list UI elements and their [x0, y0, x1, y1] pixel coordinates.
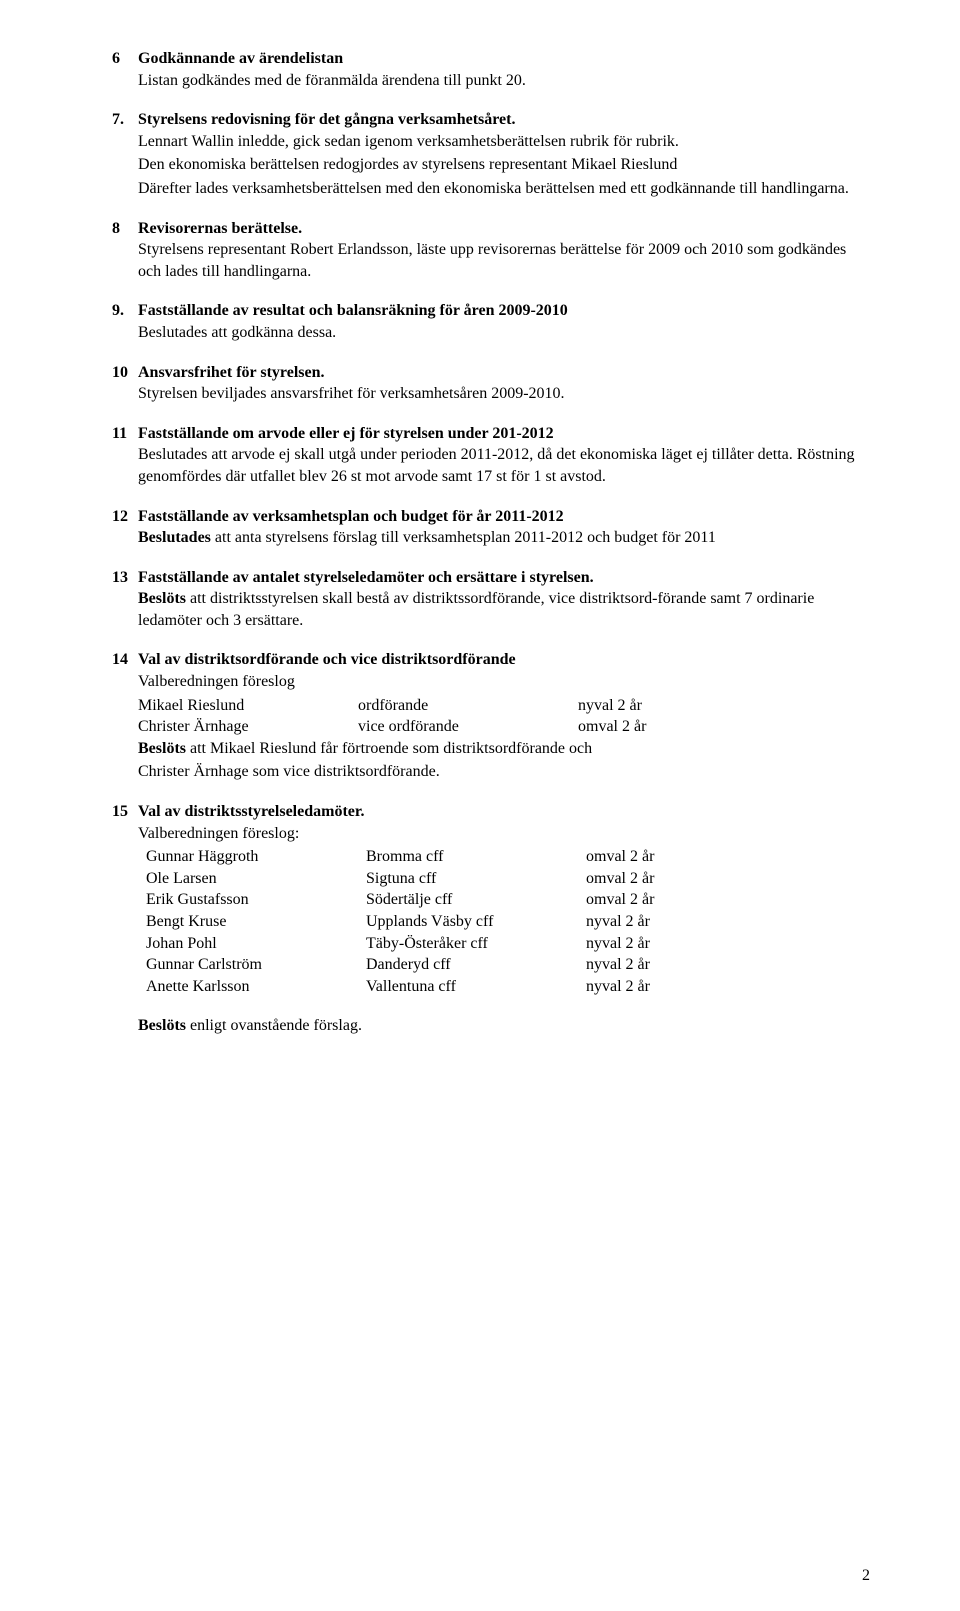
col-term: nyval 2 år [586, 954, 870, 976]
rest-text: att distriktsstyrelsen skall bestå av di… [138, 590, 814, 629]
lead-word: Beslöts [138, 740, 186, 757]
members-list: Gunnar Häggroth Bromma cff omval 2 år Ol… [138, 846, 870, 997]
rest-text: enligt ovanstående förslag. [186, 1017, 362, 1034]
col-org: Danderyd cff [366, 954, 586, 976]
col-term: omval 2 år [586, 868, 870, 890]
item-number: 8 [112, 218, 138, 240]
item-title: Fastställande av antalet styrelseledamöt… [138, 567, 594, 589]
item-6: 6 Godkännande av ärendelistan Listan god… [112, 48, 870, 91]
item-body-text: Beslöts enligt ovanstående förslag. [138, 1015, 870, 1037]
col-org: Vallentuna cff [366, 976, 586, 998]
table-row: Bengt Kruse Upplands Väsby cff nyval 2 å… [146, 911, 870, 933]
item-13: 13 Fastställande av antalet styrelseleda… [112, 567, 870, 632]
col-term: nyval 2 år [586, 911, 870, 933]
col-name: Anette Karlsson [146, 976, 366, 998]
lead-word: Beslöts [138, 590, 186, 607]
item-body-text: Beslutades att arvode ej skall utgå unde… [138, 444, 870, 487]
rest-text: att anta styrelsens förslag till verksam… [211, 529, 716, 546]
item-body-text: Beslutades att anta styrelsens förslag t… [138, 527, 870, 549]
item-title: Styrelsens redovisning för det gångna ve… [138, 109, 515, 131]
item-title: Val av distriktsordförande och vice dist… [138, 649, 516, 671]
item-number: 14 [112, 649, 138, 671]
item-title: Fastställande av resultat och balansräkn… [138, 300, 568, 322]
col-term: nyval 2 år [586, 933, 870, 955]
rest-text: att Mikael Rieslund får förtroende som d… [186, 740, 592, 757]
col-term: omval 2 år [586, 889, 870, 911]
item-number: 13 [112, 567, 138, 589]
page-number: 2 [862, 1565, 870, 1587]
lead-word: Beslöts [138, 1017, 186, 1034]
table-row: Mikael Rieslund ordförande nyval 2 år [138, 695, 870, 717]
item-title: Revisorernas berättelse. [138, 218, 302, 240]
item-body-text: Lennart Wallin inledde, gick sedan igeno… [138, 131, 870, 153]
item-14: 14 Val av distriktsordförande och vice d… [112, 649, 870, 783]
item-15: 15 Val av distriktsstyrelseledamöter. Va… [112, 801, 870, 1037]
col-role: ordförande [358, 695, 578, 717]
col-name: Mikael Rieslund [138, 695, 358, 717]
table-row: Gunnar Häggroth Bromma cff omval 2 år [146, 846, 870, 868]
col-name: Gunnar Häggroth [146, 846, 366, 868]
item-title: Fastställande om arvode eller ej för sty… [138, 423, 554, 445]
item-number: 9. [112, 300, 138, 322]
item-body-text: Den ekonomiska berättelsen redogjordes a… [138, 154, 870, 176]
item-body-text: Beslöts att distriktsstyrelsen skall bes… [138, 588, 870, 631]
col-org: Bromma cff [366, 846, 586, 868]
table-row: Christer Ärnhage vice ordförande omval 2… [138, 716, 870, 738]
item-number: 10 [112, 362, 138, 384]
item-body-text: Styrelsen beviljades ansvarsfrihet för v… [138, 383, 870, 405]
item-number: 12 [112, 506, 138, 528]
col-term: omval 2 år [586, 846, 870, 868]
col-role: vice ordförande [358, 716, 578, 738]
col-org: Täby-Österåker cff [366, 933, 586, 955]
table-row: Erik Gustafsson Södertälje cff omval 2 å… [146, 889, 870, 911]
table-row: Ole Larsen Sigtuna cff omval 2 år [146, 868, 870, 890]
document-page: 6 Godkännande av ärendelistan Listan god… [0, 0, 960, 1611]
col-name: Gunnar Carlström [146, 954, 366, 976]
col-name: Ole Larsen [146, 868, 366, 890]
item-body-text: Valberedningen föreslog [138, 671, 870, 693]
item-number: 7. [112, 109, 138, 131]
item-title: Val av distriktsstyrelseledamöter. [138, 801, 365, 823]
item-8: 8 Revisorernas berättelse. Styrelsens re… [112, 218, 870, 283]
col-term: nyval 2 år [578, 695, 870, 717]
col-org: Sigtuna cff [366, 868, 586, 890]
item-title: Fastställande av verksamhetsplan och bud… [138, 506, 564, 528]
col-term: omval 2 år [578, 716, 870, 738]
col-name: Erik Gustafsson [146, 889, 366, 911]
col-name: Bengt Kruse [146, 911, 366, 933]
col-name: Johan Pohl [146, 933, 366, 955]
col-term: nyval 2 år [586, 976, 870, 998]
item-7: 7. Styrelsens redovisning för det gångna… [112, 109, 870, 199]
item-body-text: Styrelsens representant Robert Erlandsso… [138, 239, 870, 282]
item-number: 11 [112, 423, 138, 445]
item-body-text: Därefter lades verksamhetsberättelsen me… [138, 178, 870, 200]
item-number: 6 [112, 48, 138, 70]
item-9: 9. Fastställande av resultat och balansr… [112, 300, 870, 343]
col-org: Upplands Väsby cff [366, 911, 586, 933]
item-12: 12 Fastställande av verksamhetsplan och … [112, 506, 870, 549]
item-body-text: Valberedningen föreslog: [138, 823, 870, 845]
item-title: Godkännande av ärendelistan [138, 48, 343, 70]
item-number: 15 [112, 801, 138, 823]
table-row: Johan Pohl Täby-Österåker cff nyval 2 år [146, 933, 870, 955]
col-org: Södertälje cff [366, 889, 586, 911]
item-body-text: Listan godkändes med de föranmälda ärend… [138, 70, 870, 92]
item-body-text: Beslutades att godkänna dessa. [138, 322, 870, 344]
table-row: Anette Karlsson Vallentuna cff nyval 2 å… [146, 976, 870, 998]
item-body-text: Beslöts att Mikael Rieslund får förtroen… [138, 738, 870, 760]
item-11: 11 Fastställande om arvode eller ej för … [112, 423, 870, 488]
item-title: Ansvarsfrihet för styrelsen. [138, 362, 325, 384]
table-row: Gunnar Carlström Danderyd cff nyval 2 år [146, 954, 870, 976]
item-body-text: Christer Ärnhage som vice distriktsordfö… [138, 761, 870, 783]
col-name: Christer Ärnhage [138, 716, 358, 738]
item-10: 10 Ansvarsfrihet för styrelsen. Styrelse… [112, 362, 870, 405]
lead-word: Beslutades [138, 529, 211, 546]
